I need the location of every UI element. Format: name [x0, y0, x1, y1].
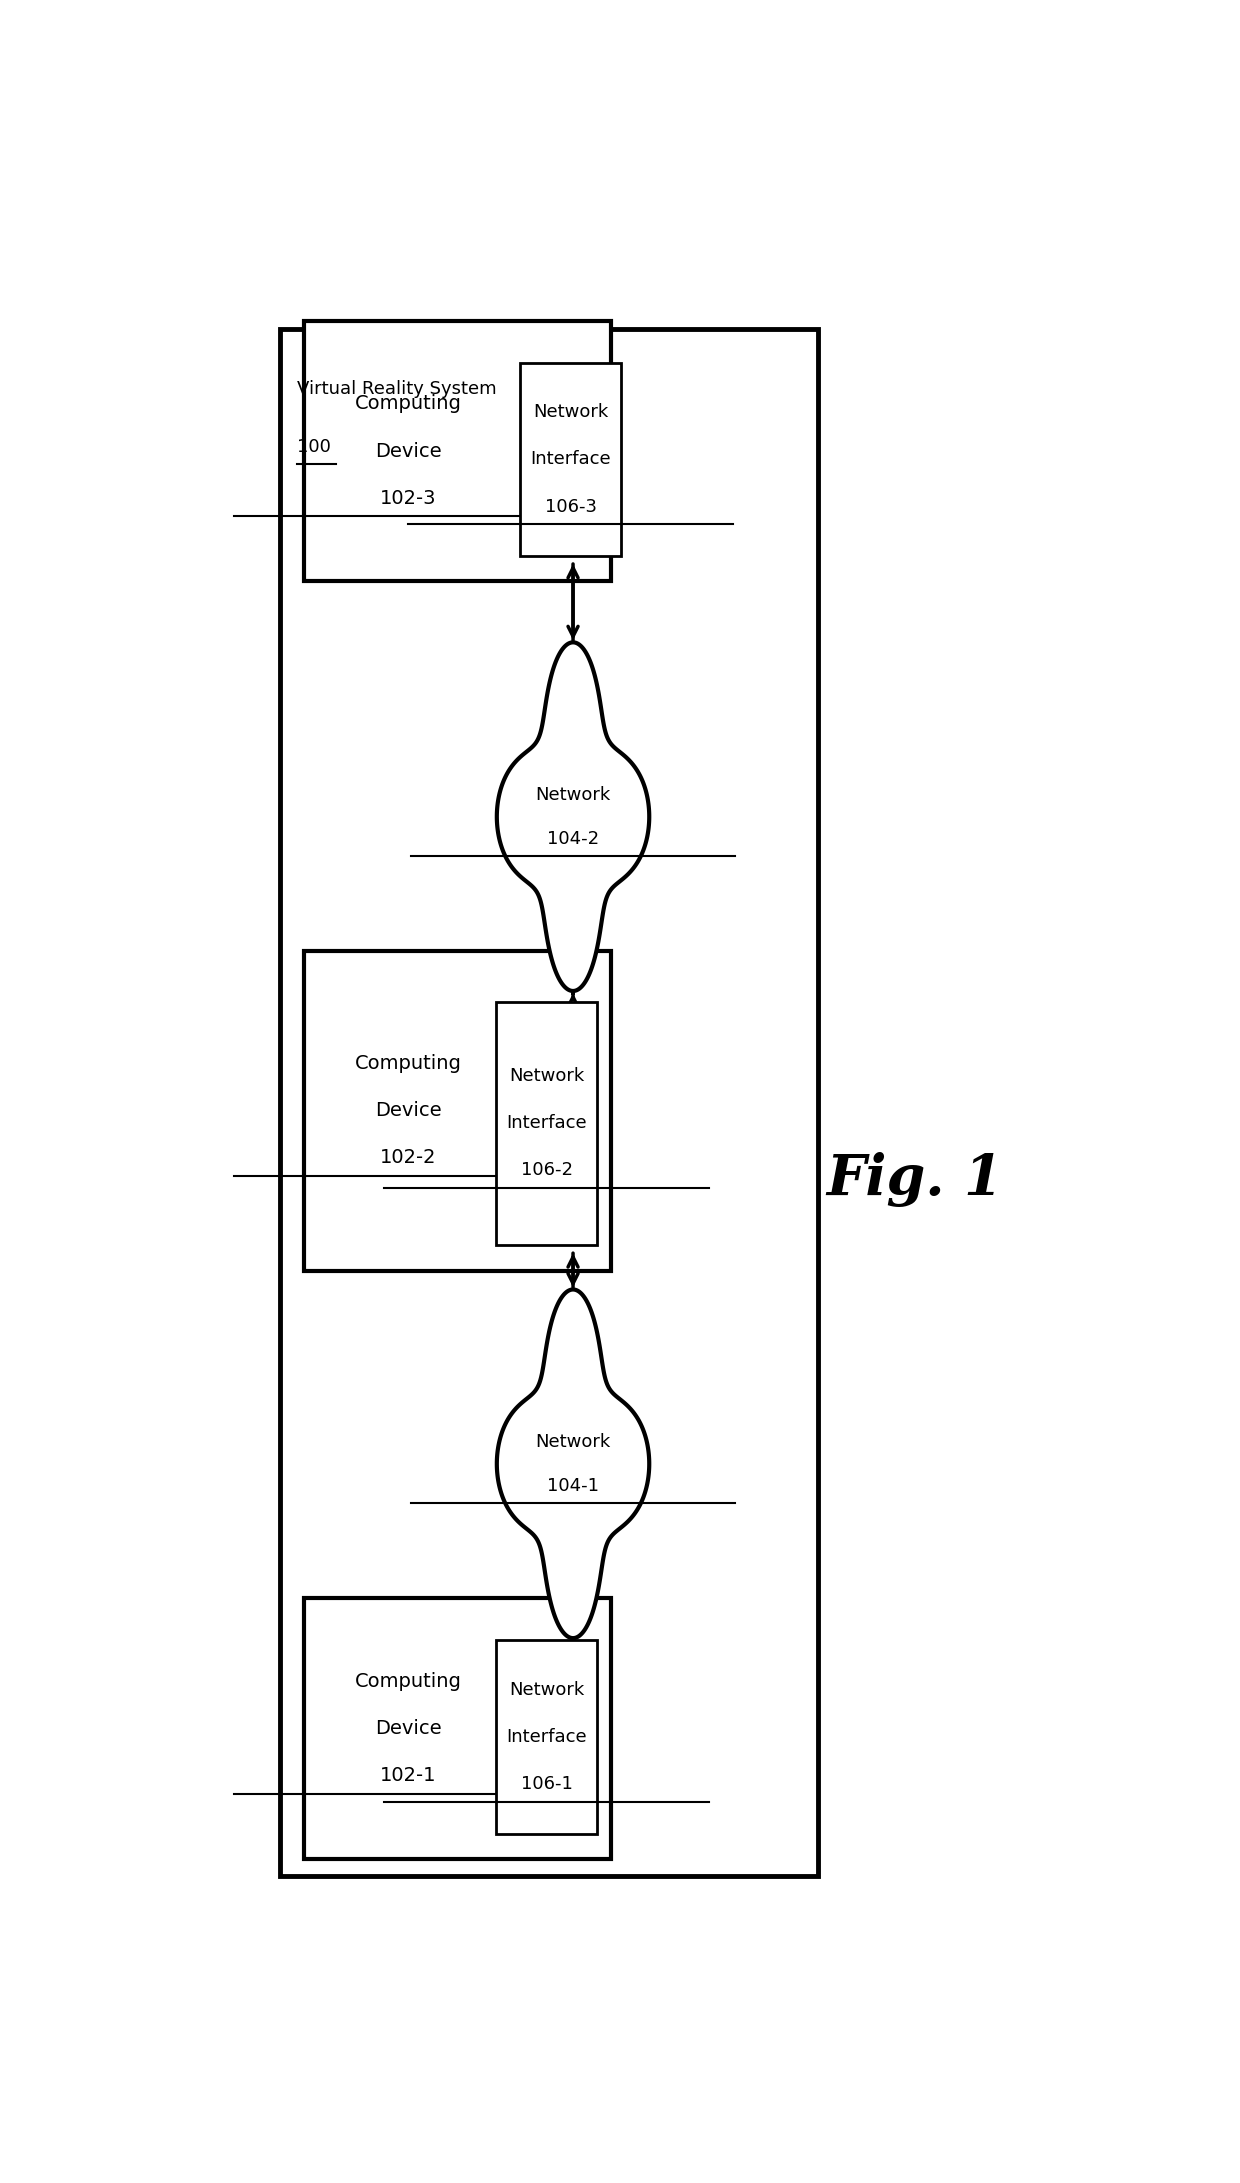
Polygon shape: [497, 1290, 650, 1637]
Bar: [280, 330, 818, 1875]
Text: Network: Network: [533, 404, 609, 421]
Text: 106-3: 106-3: [544, 498, 596, 515]
Bar: [304, 321, 611, 581]
Bar: [304, 952, 611, 1271]
Text: Interface: Interface: [506, 1729, 587, 1746]
Text: Interface: Interface: [531, 450, 611, 469]
Text: 106-2: 106-2: [521, 1161, 573, 1179]
Polygon shape: [497, 642, 650, 991]
Bar: [496, 1002, 596, 1244]
Text: Interface: Interface: [506, 1116, 587, 1133]
Text: 100: 100: [298, 439, 331, 456]
Bar: [304, 1598, 611, 1860]
Text: 106-1: 106-1: [521, 1775, 573, 1792]
Text: 104-2: 104-2: [547, 830, 599, 847]
Text: Device: Device: [376, 1100, 441, 1120]
Text: Device: Device: [376, 441, 441, 461]
Text: Device: Device: [376, 1718, 441, 1738]
Text: Network: Network: [508, 1681, 584, 1698]
Text: Network: Network: [536, 786, 610, 803]
Text: 102-3: 102-3: [381, 489, 436, 509]
Text: Virtual Reality System: Virtual Reality System: [298, 380, 497, 397]
Text: Computing: Computing: [355, 1672, 463, 1692]
Text: Network: Network: [536, 1432, 610, 1452]
Text: 102-2: 102-2: [381, 1148, 436, 1168]
Text: 102-1: 102-1: [381, 1766, 436, 1786]
Text: Network: Network: [508, 1067, 584, 1085]
Text: Computing: Computing: [355, 1054, 463, 1074]
Text: 104-1: 104-1: [547, 1476, 599, 1495]
Text: Computing: Computing: [355, 395, 463, 413]
Bar: [496, 1639, 596, 1834]
Text: Fig. 1: Fig. 1: [826, 1153, 1002, 1207]
Bar: [521, 362, 621, 557]
